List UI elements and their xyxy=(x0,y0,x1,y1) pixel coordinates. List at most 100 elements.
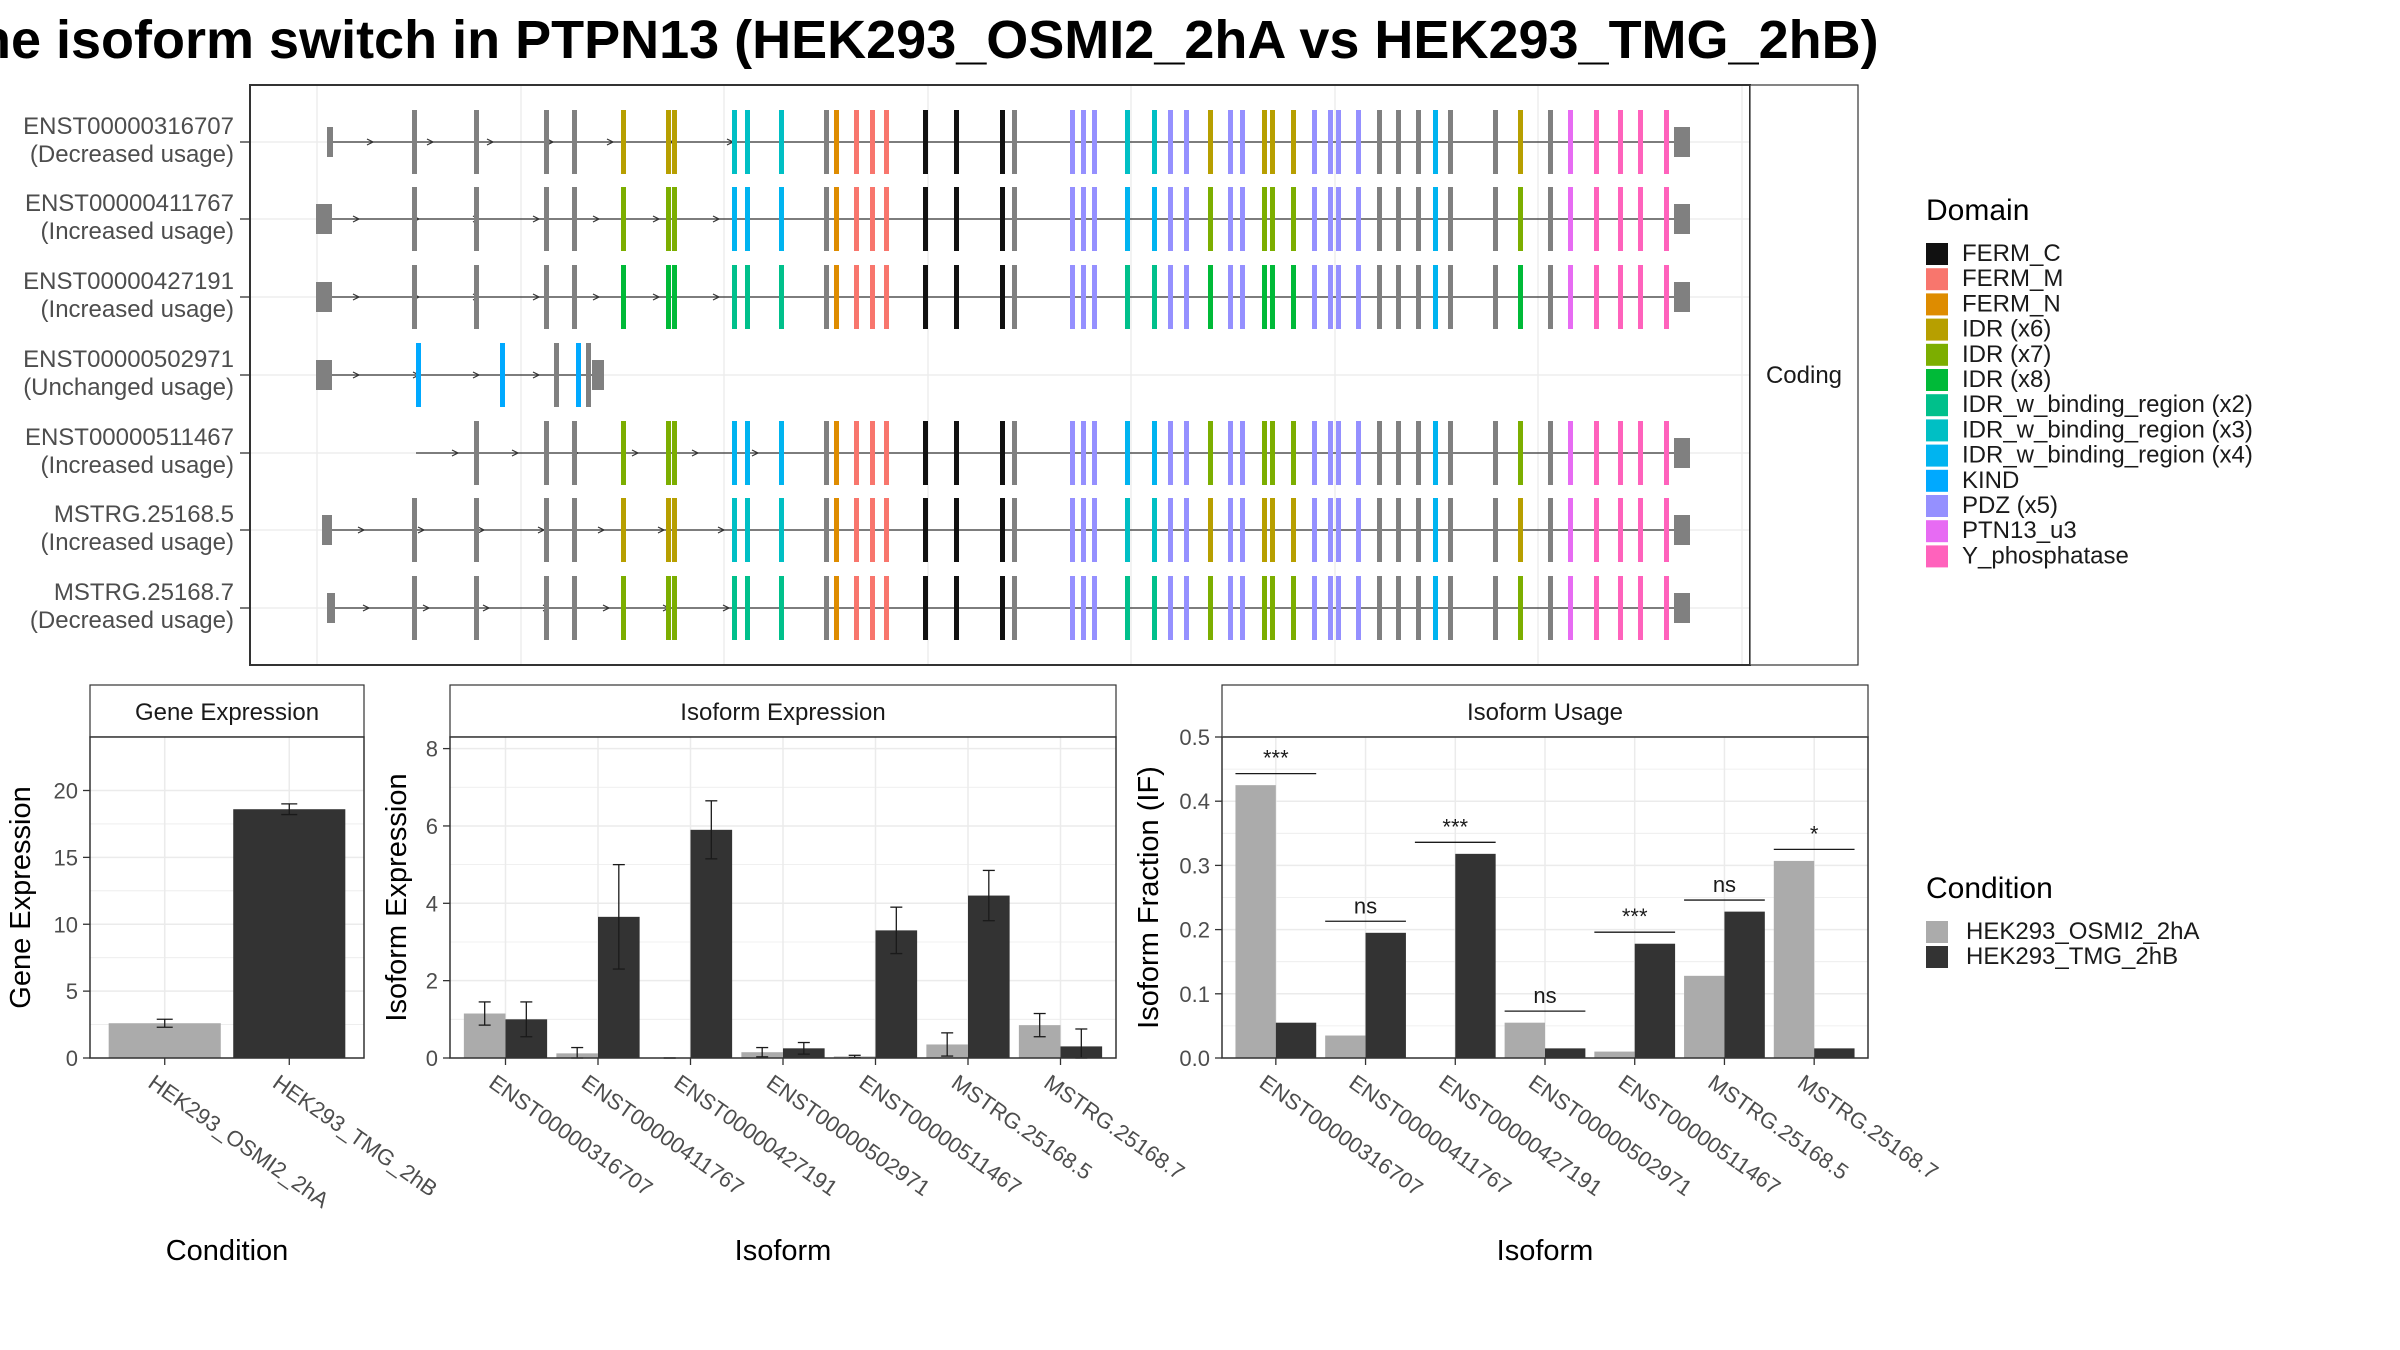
exon-block xyxy=(1312,576,1317,640)
bar xyxy=(1545,1048,1586,1058)
exon-block xyxy=(1336,498,1341,562)
bar xyxy=(1594,1051,1635,1058)
exon-block xyxy=(1638,498,1643,562)
exon-block xyxy=(824,265,829,329)
legend-swatch-domain xyxy=(1926,293,1948,316)
exon-block xyxy=(672,187,677,251)
direction-arrow xyxy=(511,449,520,457)
legend-label-domain: IDR_w_binding_region (x3) xyxy=(1962,416,2253,443)
exon-block xyxy=(1152,187,1157,251)
exon-block xyxy=(1152,498,1157,562)
exon-block xyxy=(1568,265,1573,329)
exon-block xyxy=(1548,498,1553,562)
exon-block xyxy=(870,498,875,562)
exon-block xyxy=(586,343,591,407)
exon-block xyxy=(1184,187,1189,251)
legend-label-domain: FERM_N xyxy=(1962,290,2061,317)
exon-block xyxy=(732,110,737,174)
bar xyxy=(1724,911,1765,1058)
exon-block xyxy=(1168,576,1173,640)
exon-block xyxy=(474,498,479,562)
transcript-usage-label: (Decreased usage) xyxy=(30,607,234,634)
exon-block xyxy=(412,265,417,329)
legend-label-condition: HEK293_TMG_2hB xyxy=(1966,943,2178,970)
exon-block xyxy=(732,187,737,251)
exon-block xyxy=(1664,265,1669,329)
y-axis-label: Gene Expression xyxy=(5,786,37,1008)
exon-block xyxy=(1568,421,1573,485)
legend-label-domain: KIND xyxy=(1962,467,2019,494)
exon-block xyxy=(1618,265,1623,329)
exon-block xyxy=(1092,187,1097,251)
exon-block xyxy=(1070,265,1075,329)
structure-panel: Coding ENST00000316707(Decreased usage)E… xyxy=(23,84,1859,666)
exon-block xyxy=(1168,498,1173,562)
exon-block xyxy=(1270,265,1275,329)
plot-border xyxy=(89,736,365,1059)
exon-block xyxy=(854,421,859,485)
bar xyxy=(1684,975,1725,1058)
exon-block xyxy=(1081,421,1086,485)
legend-swatch-domain xyxy=(1926,495,1948,517)
exon-block xyxy=(1518,421,1523,485)
exon-block xyxy=(666,265,671,329)
exon-block xyxy=(779,110,784,174)
exon-block xyxy=(1594,421,1599,485)
exon-block xyxy=(1618,110,1623,174)
bar xyxy=(1365,932,1406,1058)
exon-block xyxy=(1548,187,1553,251)
exon-block xyxy=(1377,110,1382,174)
direction-arrow xyxy=(717,526,726,534)
utr-block xyxy=(1674,593,1690,623)
exon-block xyxy=(954,110,959,174)
exon-block xyxy=(1070,421,1075,485)
condition-legend-title: Condition xyxy=(1926,872,2053,905)
y-tick-label: 0.5 xyxy=(1179,725,1210,750)
exon-block xyxy=(1291,265,1296,329)
exon-block xyxy=(779,187,784,251)
exon-block xyxy=(1433,265,1438,329)
exon-block xyxy=(1396,421,1401,485)
exon-block xyxy=(1377,187,1382,251)
exon-block xyxy=(884,421,889,485)
exon-block xyxy=(834,576,839,640)
exon-block xyxy=(1638,265,1643,329)
exon-block xyxy=(1270,187,1275,251)
transcript-usage-label: (Decreased usage) xyxy=(30,141,234,168)
direction-arrow xyxy=(417,526,426,534)
y-tick-label: 0.1 xyxy=(1179,982,1210,1007)
direction-arrow xyxy=(352,215,361,223)
direction-arrow xyxy=(592,215,601,223)
exon-block xyxy=(1433,110,1438,174)
exon-block xyxy=(1433,421,1438,485)
direction-arrow xyxy=(532,371,541,379)
exon-block xyxy=(1518,498,1523,562)
exon-block xyxy=(1291,576,1296,640)
direction-arrow xyxy=(451,449,460,457)
exon-block xyxy=(1396,110,1401,174)
exon-block xyxy=(1356,421,1361,485)
exon-block xyxy=(824,421,829,485)
exon-block xyxy=(1262,187,1267,251)
bar xyxy=(108,1023,221,1058)
utr-block xyxy=(1674,282,1690,312)
bar xyxy=(1814,1048,1855,1058)
direction-arrow xyxy=(472,371,481,379)
panel-strip xyxy=(1221,684,1869,738)
direction-arrow xyxy=(597,526,606,534)
direction-arrow xyxy=(712,293,721,301)
utr-block xyxy=(327,593,335,623)
direction-arrow xyxy=(657,526,666,534)
transcript-row xyxy=(316,343,604,407)
transcript-usage-label: (Increased usage) xyxy=(41,452,234,479)
utr-block xyxy=(592,360,604,390)
y-tick-label: 0 xyxy=(66,1046,78,1071)
exon-block xyxy=(1336,110,1341,174)
exon-block xyxy=(1594,110,1599,174)
exon-block xyxy=(1448,110,1453,174)
x-axis-label: Isoform xyxy=(1497,1235,1594,1267)
utr-block xyxy=(316,360,332,390)
bar xyxy=(233,809,346,1058)
transcript-row xyxy=(416,421,1690,485)
exon-block xyxy=(884,110,889,174)
